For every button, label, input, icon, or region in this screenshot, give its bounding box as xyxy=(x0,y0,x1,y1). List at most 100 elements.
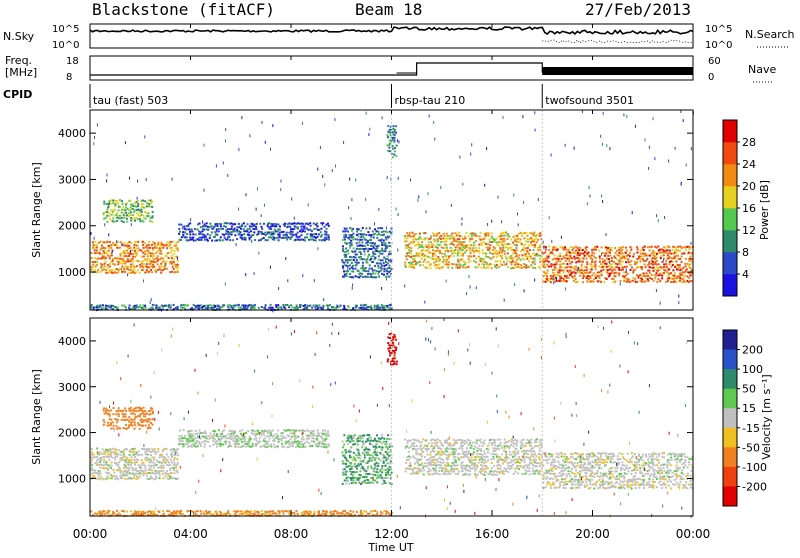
heatmap-cell xyxy=(393,361,395,363)
power-colorbar-label: Power [dB] xyxy=(758,180,771,240)
heatmap-cell xyxy=(189,435,191,437)
heatmap-cell xyxy=(571,261,573,263)
heatmap-cell xyxy=(374,463,376,465)
heatmap-cell xyxy=(368,473,370,475)
heatmap-cell xyxy=(297,232,299,234)
heatmap-cell xyxy=(177,448,179,450)
heatmap-cell xyxy=(175,266,177,268)
heatmap-cell xyxy=(454,249,456,251)
heatmap-cell xyxy=(392,336,394,338)
heatmap-cell xyxy=(255,437,257,439)
colorbar-swatch xyxy=(723,252,737,274)
heatmap-cell xyxy=(685,249,687,251)
heatmap-cell xyxy=(623,280,625,282)
heatmap-cell xyxy=(238,446,240,448)
heatmap-cell xyxy=(688,281,690,283)
heatmap-cell xyxy=(309,222,311,224)
heatmap-cell xyxy=(268,438,270,440)
heatmap-cell xyxy=(244,307,246,309)
heatmap-cell xyxy=(125,424,127,426)
heatmap-cell xyxy=(428,459,430,461)
heatmap-cell xyxy=(327,433,329,435)
nsearch-trace xyxy=(542,40,693,43)
heatmap-cell xyxy=(422,246,424,248)
heatmap-cell xyxy=(471,462,473,464)
heatmap-cell xyxy=(151,260,153,262)
heatmap-cell xyxy=(121,220,123,222)
heatmap-cell xyxy=(389,474,391,476)
heatmap-cell xyxy=(366,258,368,260)
heatmap-cell xyxy=(593,249,595,251)
heatmap-cell xyxy=(231,226,233,228)
heatmap-cell xyxy=(581,257,583,259)
heatmap-cell xyxy=(133,247,135,249)
heatmap-cell xyxy=(217,225,219,227)
heatmap-cell xyxy=(155,247,157,249)
heatmap-cell xyxy=(654,268,656,270)
heatmap-cell xyxy=(490,458,492,460)
heatmap-cell xyxy=(417,459,419,461)
heatmap-cell xyxy=(374,449,376,451)
heatmap-cell xyxy=(177,472,179,474)
heatmap-cell xyxy=(459,453,461,455)
heatmap-cell xyxy=(343,471,345,473)
heatmap-cell xyxy=(327,305,329,307)
heatmap-cell xyxy=(96,246,98,248)
heatmap-cell xyxy=(392,338,394,340)
heatmap-noise xyxy=(101,266,102,269)
heatmap-cell xyxy=(254,433,256,435)
heatmap-cell xyxy=(135,467,137,469)
heatmap-cell xyxy=(291,306,293,308)
nsky-label: N.Sky xyxy=(3,30,35,43)
heatmap-noise xyxy=(635,125,636,128)
heatmap-cell xyxy=(630,247,632,249)
heatmap-cell xyxy=(146,475,148,477)
heatmap-cell xyxy=(350,463,352,465)
heatmap-cell xyxy=(265,443,267,445)
heatmap-cell xyxy=(281,237,283,239)
nave-tick-top: 60 xyxy=(708,56,721,67)
heatmap-cell xyxy=(90,462,92,464)
heatmap-cell xyxy=(381,244,383,246)
heatmap-cell xyxy=(512,257,514,259)
heatmap-noise xyxy=(107,174,108,177)
heatmap-cell xyxy=(256,440,258,442)
heatmap-cell xyxy=(195,234,197,236)
heatmap-cell xyxy=(132,448,134,450)
heatmap-noise xyxy=(109,202,110,205)
heatmap-cell xyxy=(602,252,604,254)
heatmap-cell xyxy=(125,269,127,271)
heatmap-cell xyxy=(394,137,396,139)
heatmap-cell xyxy=(304,304,306,306)
heatmap-cell xyxy=(448,456,450,458)
heatmap-cell xyxy=(324,433,326,435)
heatmap-cell xyxy=(225,233,227,235)
heatmap-cell xyxy=(521,254,523,256)
heatmap-cell xyxy=(661,267,663,269)
heatmap-cell xyxy=(369,264,371,266)
heatmap-cell xyxy=(365,270,367,272)
heatmap-cell xyxy=(376,457,378,459)
heatmap-cell xyxy=(309,445,311,447)
heatmap-cell xyxy=(130,209,132,211)
heatmap-cell xyxy=(363,469,365,471)
heatmap-cell xyxy=(132,214,134,216)
heatmap-cell xyxy=(406,252,408,254)
heatmap-cell xyxy=(386,305,388,307)
heatmap-cell xyxy=(94,241,96,243)
heatmap-cell xyxy=(416,233,418,235)
heatmap-cell xyxy=(589,271,591,273)
heatmap-cell xyxy=(279,234,281,236)
heatmap-cell xyxy=(385,465,387,467)
heatmap-cell xyxy=(197,229,199,231)
heatmap-cell xyxy=(160,470,162,472)
heatmap-cell xyxy=(218,305,220,307)
heatmap-cell xyxy=(112,457,114,459)
heatmap-cell xyxy=(675,252,677,254)
heatmap-cell xyxy=(389,139,391,141)
heatmap-cell xyxy=(136,212,138,214)
heatmap-cell xyxy=(539,258,541,260)
heatmap-cell xyxy=(183,429,185,431)
heatmap-cell xyxy=(381,273,383,275)
heatmap-cell xyxy=(538,254,540,256)
